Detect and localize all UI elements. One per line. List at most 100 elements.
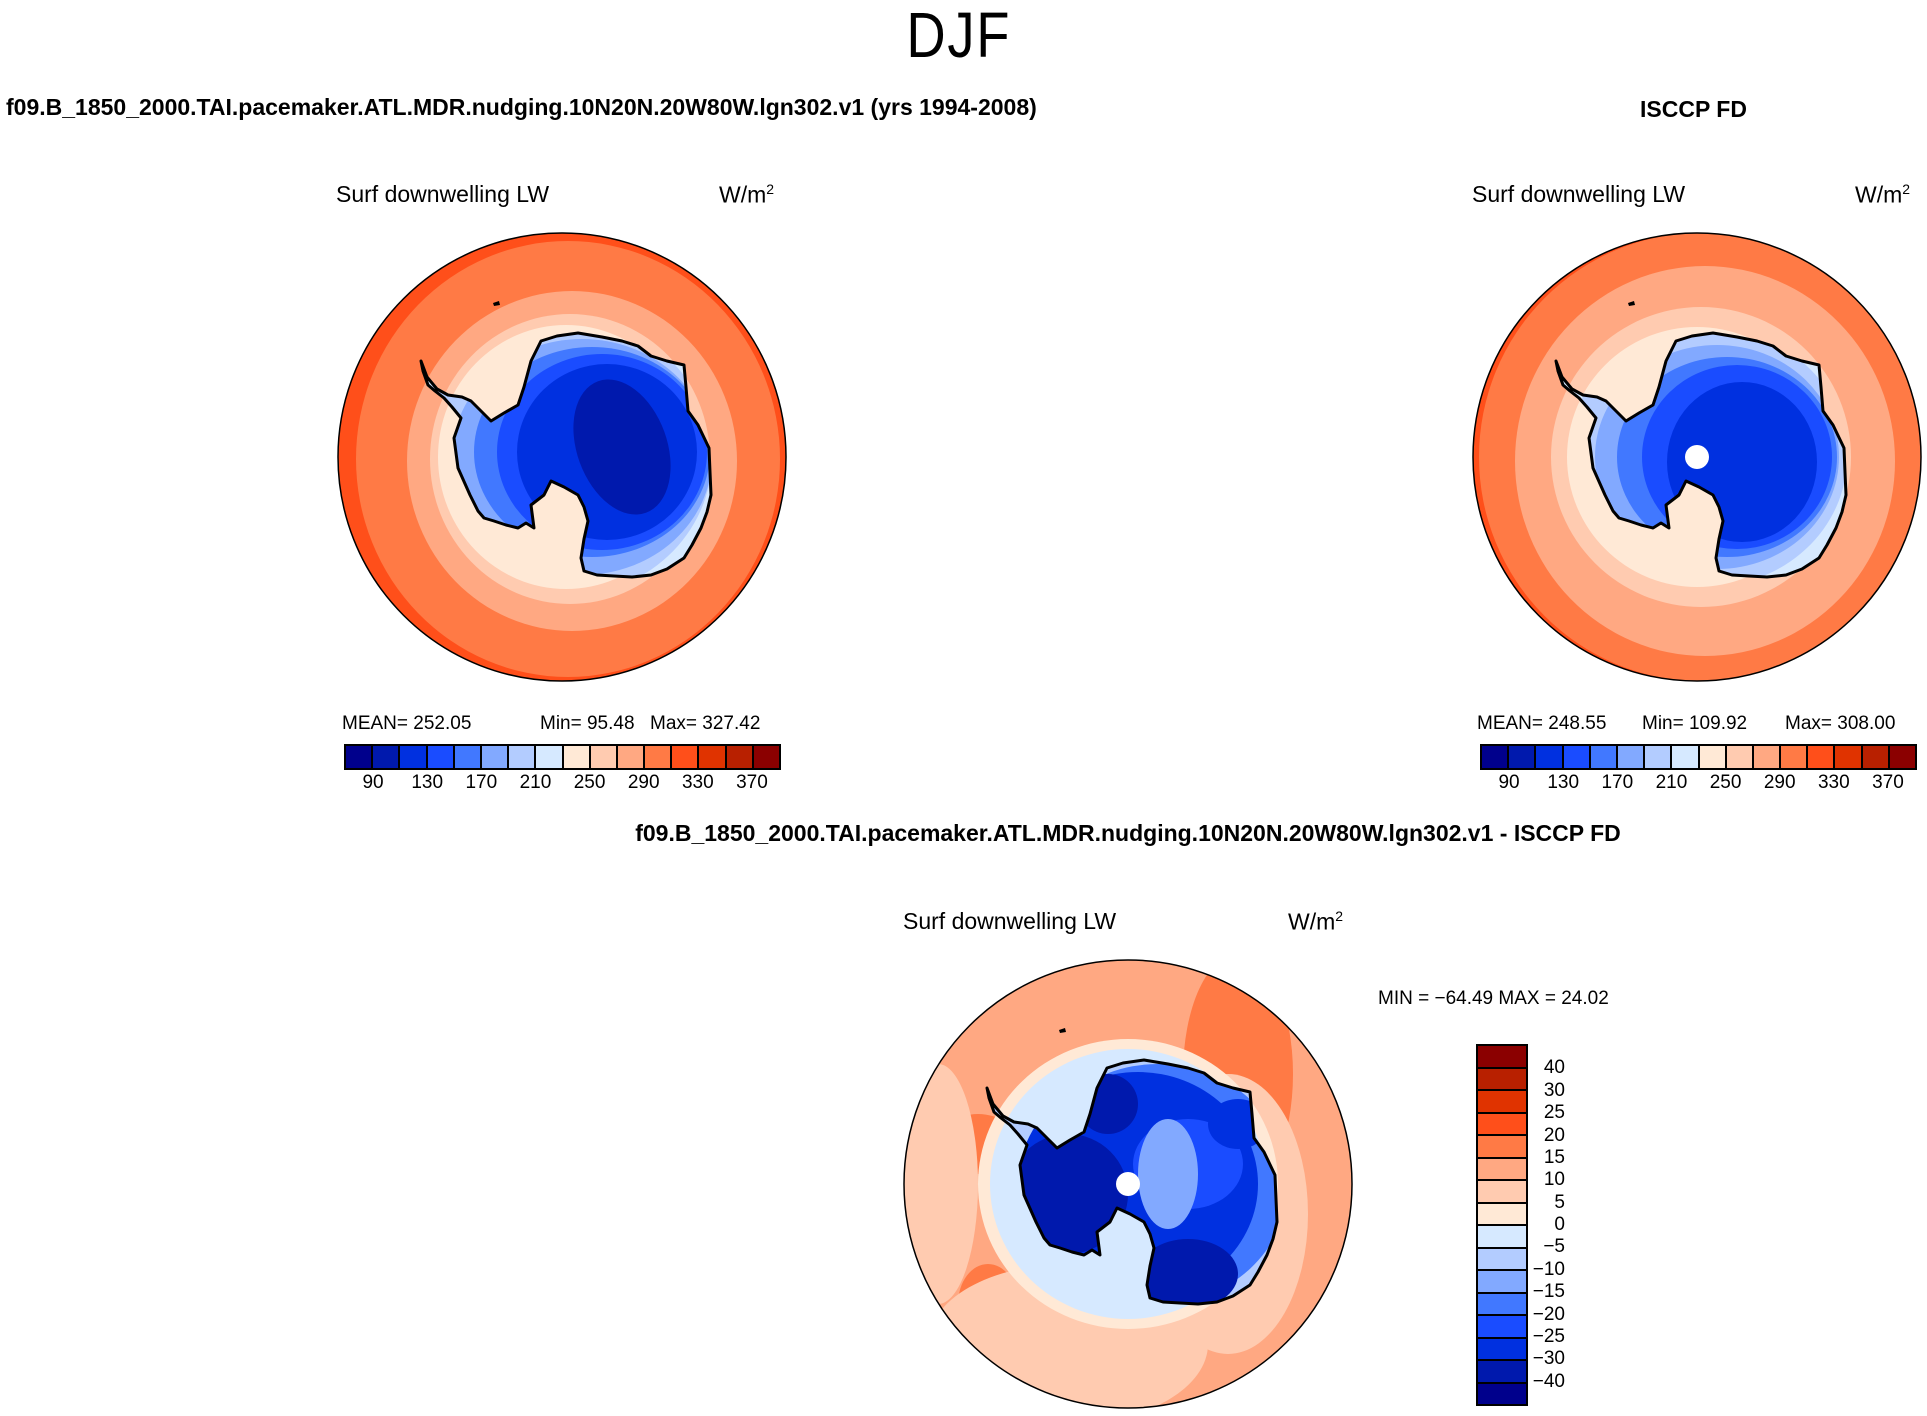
colorbar-box xyxy=(346,746,374,768)
colorbar-tick-label: −30 xyxy=(1532,1348,1565,1370)
units-base: W/m xyxy=(1288,908,1336,935)
colorbar-tick-label: 5 xyxy=(1554,1191,1565,1213)
colorbar-tick-label: 210 xyxy=(519,772,552,793)
colorbar-box xyxy=(672,746,700,768)
obs-colorbar xyxy=(1480,744,1917,770)
colorbar-box xyxy=(753,746,779,768)
colorbar-box xyxy=(1478,1046,1526,1069)
colorbar-box xyxy=(1478,1091,1526,1114)
colorbar-box xyxy=(1478,1293,1526,1316)
units-exponent: 2 xyxy=(766,181,775,197)
colorbar-box xyxy=(400,746,428,768)
units-base: W/m xyxy=(719,181,767,208)
land-contour-band xyxy=(573,379,671,515)
colorbar-tick-label: 10 xyxy=(1543,1169,1565,1191)
units-exponent: 2 xyxy=(1335,908,1344,924)
colorbar-box xyxy=(536,746,564,768)
colorbar-tick-label: 290 xyxy=(627,772,660,793)
colorbar-box xyxy=(1478,1158,1526,1181)
model-units-label: W/m2 xyxy=(719,181,774,209)
colorbar-box xyxy=(1478,1113,1526,1136)
colorbar-tick-label: −40 xyxy=(1532,1370,1565,1392)
model-polar-map xyxy=(337,232,787,682)
page-title: DJF xyxy=(906,0,1012,71)
units-exponent: 2 xyxy=(1902,181,1911,197)
colorbar-tick-label: −25 xyxy=(1532,1325,1565,1347)
colorbar-tick-label: 130 xyxy=(1547,772,1580,793)
colorbar-box xyxy=(1478,1181,1526,1204)
colorbar-tick-label: 170 xyxy=(1601,772,1634,793)
obs-max-stat: Max= 308.00 xyxy=(1785,713,1896,734)
colorbar-tick-label: 130 xyxy=(411,772,444,793)
diff-minmax-stat: MIN = −64.49 MAX = 24.02 xyxy=(1378,988,1609,1009)
colorbar-tick-label: 250 xyxy=(573,772,606,793)
colorbar-tick-label: 250 xyxy=(1709,772,1742,793)
obs-polar-map xyxy=(1472,232,1922,682)
map-boundary-circle xyxy=(337,232,787,682)
colorbar-box xyxy=(726,746,754,768)
land-contour-band xyxy=(1138,1239,1238,1304)
colorbar-box xyxy=(1478,1226,1526,1249)
map-boundary-circle xyxy=(1472,232,1922,682)
obs-units-label: W/m2 xyxy=(1855,181,1910,209)
colorbar-box xyxy=(1835,746,1863,768)
colorbar-box xyxy=(1478,1248,1526,1271)
pole-missing-data xyxy=(1685,445,1709,469)
diff-panel-title: f09.B_1850_2000.TAI.pacemaker.ATL.MDR.nu… xyxy=(635,820,1621,846)
colorbar-box xyxy=(1478,1338,1526,1361)
antarctica-coastline xyxy=(1554,331,1848,579)
obs-mean-stat: MEAN= 248.55 xyxy=(1477,713,1607,734)
colorbar-box xyxy=(1478,1203,1526,1226)
colorbar-tick-label: 330 xyxy=(681,772,714,793)
colorbar-box xyxy=(1478,1361,1526,1384)
diff-variable-label: Surf downwelling LW xyxy=(903,908,1117,934)
model-panel-title: f09.B_1850_2000.TAI.pacemaker.ATL.MDR.nu… xyxy=(6,94,1037,120)
colorbar-box xyxy=(481,746,510,768)
colorbar-box xyxy=(1617,746,1646,768)
colorbar-box xyxy=(454,746,482,768)
colorbar-tick-label: −15 xyxy=(1532,1281,1565,1303)
colorbar-box xyxy=(1808,746,1836,768)
model-min-stat: Min= 95.48 xyxy=(540,713,635,734)
colorbar-tick-label: −10 xyxy=(1532,1258,1565,1280)
colorbar-box xyxy=(1672,746,1700,768)
colorbar-box xyxy=(509,746,537,768)
colorbar-box xyxy=(617,746,646,768)
colorbar-box xyxy=(1889,746,1915,768)
map-boundary-circle xyxy=(903,959,1353,1409)
colorbar-box xyxy=(1563,746,1591,768)
units-base: W/m xyxy=(1855,181,1903,208)
antarctica-coastline xyxy=(419,331,713,579)
diff-polar-map xyxy=(903,959,1353,1409)
obs-min-stat: Min= 109.92 xyxy=(1642,713,1748,734)
colorbar-box xyxy=(1478,1271,1526,1294)
colorbar-box xyxy=(563,746,591,768)
colorbar-tick-label: 90 xyxy=(1498,772,1520,793)
colorbar-tick-label: 170 xyxy=(465,772,498,793)
antarctica-coastline xyxy=(985,1058,1279,1306)
obs-variable-label: Surf downwelling LW xyxy=(1472,181,1686,207)
model-mean-stat: MEAN= 252.05 xyxy=(342,713,472,734)
colorbar-box xyxy=(1478,1136,1526,1159)
obs-panel-title: ISCCP FD xyxy=(1640,96,1747,122)
colorbar-box xyxy=(1478,1068,1526,1091)
colorbar-box xyxy=(1478,1316,1526,1339)
island-coastline xyxy=(1628,301,1635,306)
diff-units-label: W/m2 xyxy=(1288,908,1343,936)
colorbar-tick-label: 330 xyxy=(1817,772,1850,793)
model-variable-label: Surf downwelling LW xyxy=(336,181,550,207)
colorbar-box xyxy=(1781,746,1809,768)
colorbar-box xyxy=(373,746,401,768)
colorbar-box xyxy=(1645,746,1673,768)
colorbar-box xyxy=(1699,746,1727,768)
model-colorbar xyxy=(344,744,781,770)
colorbar-tick-label: 370 xyxy=(1872,772,1904,793)
colorbar-tick-label: 25 xyxy=(1543,1102,1565,1124)
colorbar-tick-label: 40 xyxy=(1543,1057,1565,1079)
colorbar-box xyxy=(699,746,727,768)
colorbar-box xyxy=(1726,746,1754,768)
colorbar-tick-label: −20 xyxy=(1532,1303,1565,1325)
colorbar-box xyxy=(1862,746,1890,768)
colorbar-tick-label: 290 xyxy=(1763,772,1796,793)
island-coastline xyxy=(1059,1028,1066,1033)
